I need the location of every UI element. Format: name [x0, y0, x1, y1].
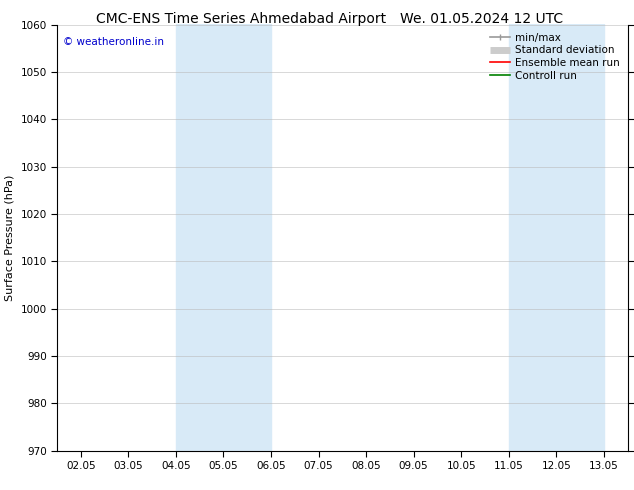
Bar: [176, 24, 271, 451]
Bar: [508, 24, 604, 451]
Y-axis label: Surface Pressure (hPa): Surface Pressure (hPa): [5, 174, 15, 301]
Legend: min/max, Standard deviation, Ensemble mean run, Controll run: min/max, Standard deviation, Ensemble me…: [486, 30, 623, 84]
Text: We. 01.05.2024 12 UTC: We. 01.05.2024 12 UTC: [400, 12, 564, 26]
Text: © weatheronline.in: © weatheronline.in: [63, 37, 164, 48]
Text: CMC-ENS Time Series Ahmedabad Airport: CMC-ENS Time Series Ahmedabad Airport: [96, 12, 386, 26]
